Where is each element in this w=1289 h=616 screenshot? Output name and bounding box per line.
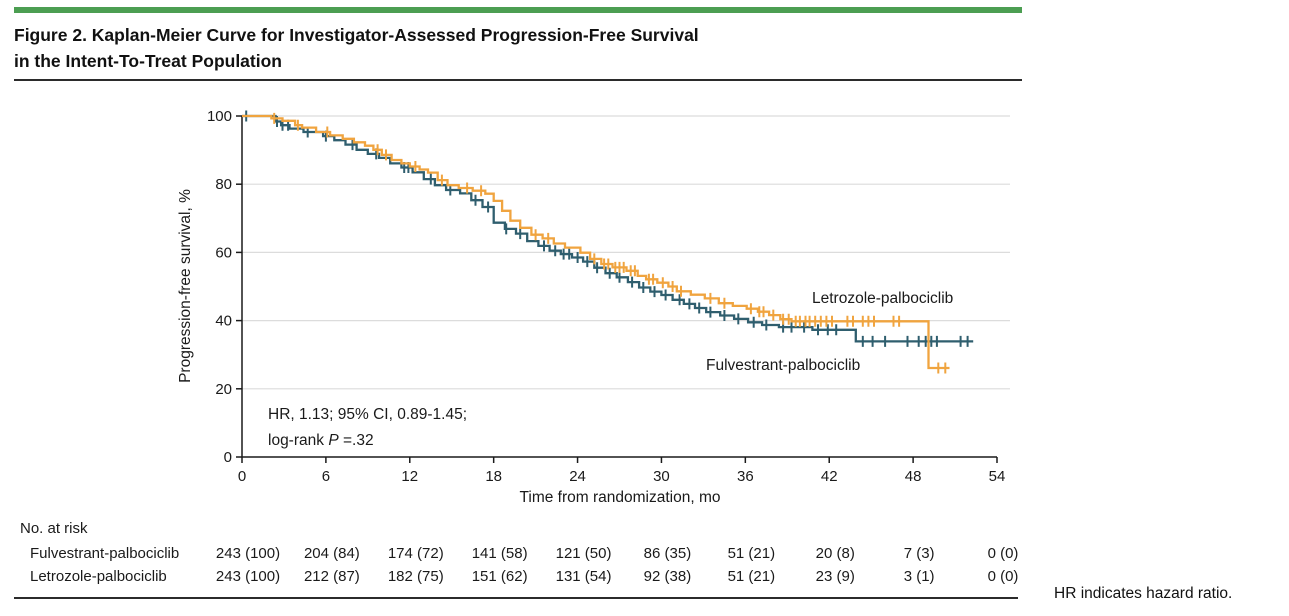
x-tick-label: 18 — [485, 468, 502, 485]
x-tick-label: 30 — [653, 468, 670, 485]
figure-title-line2: in the Intent-To-Treat Population — [14, 51, 282, 71]
hr-annotation-line1: HR, 1.13; 95% CI, 0.89-1.45; — [268, 406, 467, 423]
y-tick-label: 100 — [207, 108, 232, 125]
risk-value: 131 (54) — [556, 568, 612, 585]
gridlines — [242, 115, 1010, 390]
risk-value: 182 (75) — [388, 568, 444, 585]
fulvestrant-curve-label: Fulvestrant-palbociclib — [706, 357, 860, 374]
risk-value: 51 (21) — [728, 545, 776, 562]
y-tick-label: 0 — [224, 449, 232, 466]
risk-table-title: No. at risk — [20, 520, 88, 537]
x-tick-label: 12 — [401, 468, 418, 485]
x-tick-label: 42 — [821, 468, 838, 485]
x-tick-label: 0 — [238, 468, 246, 485]
risk-value: 0 (0) — [988, 568, 1019, 585]
risk-value: 0 (0) — [988, 545, 1019, 562]
risk-value: 243 (100) — [216, 568, 280, 585]
risk-value: 3 (1) — [904, 568, 935, 585]
logrank-prefix: log-rank — [268, 432, 328, 449]
risk-value: 92 (38) — [644, 568, 692, 585]
logrank-value: =.32 — [339, 432, 374, 449]
risk-value: 174 (72) — [388, 545, 444, 562]
footnote: HR indicates hazard ratio. — [1054, 585, 1233, 602]
y-tick-label: 60 — [215, 244, 232, 261]
logrank-p-symbol: P — [328, 432, 339, 449]
x-tick-label: 36 — [737, 468, 754, 485]
survival-curve-fulvestrant — [242, 114, 974, 343]
x-axis-title: Time from randomization, mo — [520, 489, 721, 506]
risk-row-label-letrozole: Letrozole-palbociclib — [30, 568, 167, 585]
risk-value: 141 (58) — [472, 545, 528, 562]
risk-value: 243 (100) — [216, 545, 280, 562]
risk-value: 20 (8) — [816, 545, 855, 562]
axes: 0 20 40 60 80 100 0 6 12 18 24 30 36 42 48 54 — [207, 108, 1005, 485]
x-tick-label: 24 — [569, 468, 586, 485]
risk-row-label-fulvestrant: Fulvestrant-palbociclib — [30, 545, 179, 562]
censor-marks-fulvestrant — [245, 110, 969, 347]
y-axis-title: Progression-free survival, % — [177, 189, 194, 383]
risk-value: 151 (62) — [472, 568, 528, 585]
figure-title-line1: Figure 2. Kaplan-Meier Curve for Investi… — [14, 25, 699, 45]
censor-marks-letrozole — [273, 112, 947, 374]
figure-title: Figure 2. Kaplan-Meier Curve for Investi… — [14, 22, 1014, 74]
x-tick-label: 6 — [322, 468, 330, 485]
survival-curve-letrozole — [242, 114, 950, 370]
y-tick-label: 20 — [215, 381, 232, 398]
x-tick-label: 54 — [989, 468, 1006, 485]
y-tick-label: 40 — [215, 313, 232, 330]
footnote-divider — [14, 597, 1018, 599]
risk-value: 23 (9) — [816, 568, 855, 585]
risk-value: 204 (84) — [304, 545, 360, 562]
accent-bar — [14, 7, 1022, 13]
hr-annotation-line2: log-rank P =.32 — [268, 432, 374, 449]
risk-value: 86 (35) — [644, 545, 692, 562]
title-divider — [14, 79, 1022, 81]
risk-value: 121 (50) — [556, 545, 612, 562]
survival-curves — [242, 110, 974, 374]
y-tick-label: 80 — [215, 176, 232, 193]
risk-value: 7 (3) — [904, 545, 935, 562]
letrozole-curve-label: Letrozole-palbociclib — [812, 290, 953, 307]
x-tick-label: 48 — [905, 468, 922, 485]
risk-values: 243 (100) 204 (84) 174 (72) 141 (58) 121 (50… — [216, 545, 1019, 585]
risk-value: 51 (21) — [728, 568, 776, 585]
risk-value: 212 (87) — [304, 568, 360, 585]
